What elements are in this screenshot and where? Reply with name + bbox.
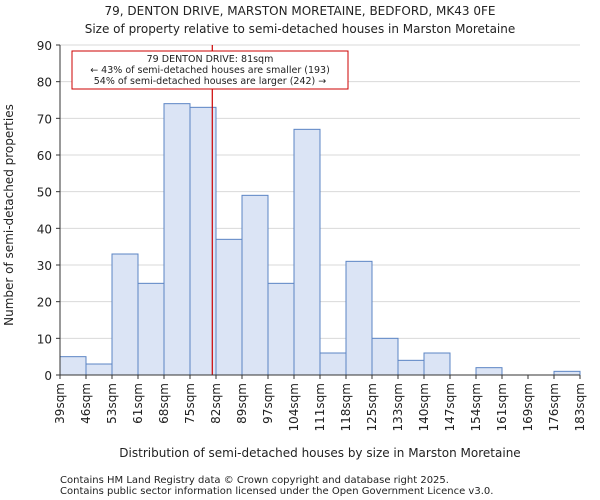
bar [397, 359, 425, 376]
x-tick-label: 111sqm [313, 383, 327, 431]
chart-subtitle: Size of property relative to semi-detach… [85, 22, 516, 36]
y-tick-label: 70 [37, 112, 52, 126]
y-tick-label: 0 [44, 369, 52, 383]
marker-annotation-line: 54% of semi-detached houses are larger (… [94, 76, 327, 87]
x-tick-label: 133sqm [391, 383, 405, 431]
x-tick-label: 75sqm [183, 383, 197, 424]
x-tick-label: 161sqm [495, 383, 509, 431]
bar [293, 128, 321, 376]
y-tick-label: 80 [37, 76, 52, 90]
x-tick-label: 46sqm [79, 383, 93, 424]
x-tick-label: 154sqm [469, 383, 483, 431]
x-tick-label: 61sqm [131, 383, 145, 424]
marker: 79 DENTON DRIVE: 81sqm← 43% of semi-deta… [71, 45, 349, 375]
bar [59, 356, 87, 376]
x-tick-label: 89sqm [235, 383, 249, 424]
bar [215, 238, 243, 376]
x-tick-label: 118sqm [339, 383, 353, 431]
bar [475, 367, 503, 376]
y-tick-label: 10 [37, 332, 52, 346]
x-axis-label: Distribution of semi-detached houses by … [119, 446, 520, 460]
x-tick-label: 39sqm [53, 383, 67, 424]
bar [267, 282, 295, 376]
bar [345, 260, 373, 376]
x-tick-label: 169sqm [521, 383, 535, 431]
x-tick-label: 183sqm [573, 383, 587, 431]
x-tick-label: 97sqm [261, 383, 275, 424]
x-tick-label: 53sqm [105, 383, 119, 424]
y-axis-label: Number of semi-detached properties [2, 104, 16, 326]
bar [371, 337, 399, 376]
bar [319, 352, 347, 376]
x-tick-label: 147sqm [443, 383, 457, 431]
x-tick-label: 176sqm [547, 383, 561, 431]
footer-line-2: Contains public sector information licen… [60, 486, 493, 497]
bars [59, 103, 581, 376]
y-tick-label: 60 [37, 149, 52, 163]
bar [111, 253, 139, 376]
chart-title: 79, DENTON DRIVE, MARSTON MORETAINE, BED… [105, 4, 496, 18]
marker-annotation-line: 79 DENTON DRIVE: 81sqm [147, 54, 274, 65]
x-tick-label: 140sqm [417, 383, 431, 431]
x-tick-label: 68sqm [157, 383, 171, 424]
footer-line-1: Contains HM Land Registry data © Crown c… [60, 475, 449, 486]
bar [423, 352, 451, 376]
x-axis: 39sqm 46sqm 53sqm 61sqm 68sqm 75sqm 82sqm 89sqm… [53, 374, 587, 431]
y-tick-label: 30 [37, 259, 52, 273]
bar [553, 370, 581, 376]
y-tick-label: 90 [37, 39, 52, 53]
bar [85, 363, 113, 376]
y-tick-label: 40 [37, 222, 52, 236]
marker-annotation-line: ← 43% of semi-detached houses are smalle… [90, 65, 330, 76]
y-axis: 0 10 20 30 40 50 60 70 80 90 [37, 39, 61, 383]
bar [137, 282, 165, 376]
y-tick-label: 20 [37, 296, 52, 310]
x-tick-label: 125sqm [365, 383, 379, 431]
x-tick-label: 104sqm [287, 383, 301, 431]
y-tick-label: 50 [37, 186, 52, 200]
x-tick-label: 82sqm [209, 383, 223, 424]
bar [163, 103, 191, 376]
marker-annotation-box [71, 50, 349, 90]
bar [241, 194, 269, 376]
